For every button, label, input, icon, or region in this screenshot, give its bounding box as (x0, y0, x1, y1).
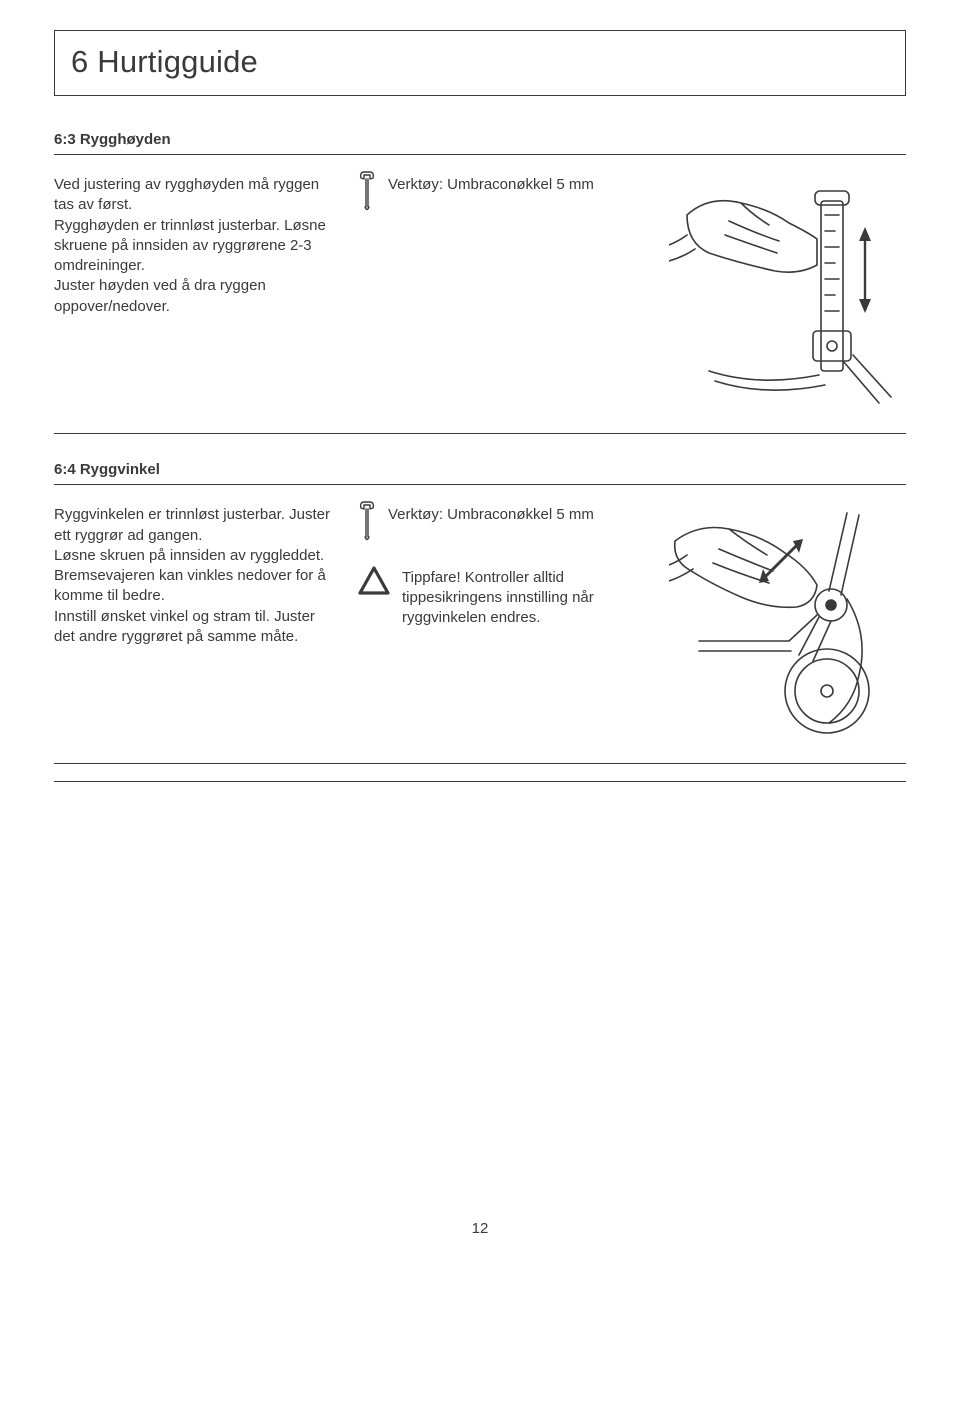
section-64-warning-text: Tippfare! Kontroller alltid tippesikring… (402, 568, 638, 629)
section-64-figure-col (662, 505, 906, 735)
section-64-warning-row: Tippfare! Kontroller alltid tippesikring… (358, 568, 638, 629)
page-number: 12 (54, 1219, 906, 1239)
section-64-tool-row: Verktøy: Umbraconøkkel 5 mm (358, 505, 638, 549)
section-63-figure-col (662, 175, 906, 405)
section-63-tool-text: Verktøy: Umbraconøkkel 5 mm (388, 175, 594, 195)
section-63-body-col: Ved justering av rygghøyden må ryggen ta… (54, 175, 334, 317)
figure-back-angle (669, 505, 899, 735)
bottom-divider-1 (54, 763, 906, 781)
section-63-mid-col: Verktøy: Umbraconøkkel 5 mm (358, 175, 638, 219)
section-heading-64: 6:4 Ryggvinkel (54, 460, 906, 485)
warning-triangle-icon (358, 566, 390, 602)
bottom-divider-2 (54, 781, 906, 799)
chapter-title: 6 Hurtigguide (71, 41, 889, 83)
wrench-icon (358, 499, 376, 549)
section-64-body: Ryggvinkelen er trinnløst justerbar. Jus… (54, 505, 334, 647)
section-heading-63: 6:3 Rygghøyden (54, 130, 906, 155)
figure-back-height (669, 175, 899, 405)
chapter-title-box: 6 Hurtigguide (54, 30, 906, 96)
section-63-tool-row: Verktøy: Umbraconøkkel 5 mm (358, 175, 638, 219)
section-64-body-col: Ryggvinkelen er trinnløst justerbar. Jus… (54, 505, 334, 647)
section-64-mid-col: Verktøy: Umbraconøkkel 5 mm Tippfare! Ko… (358, 505, 638, 628)
section-63-end-rule (54, 433, 906, 434)
section-63-row: Ved justering av rygghøyden må ryggen ta… (54, 175, 906, 405)
section-64-tool-text: Verktøy: Umbraconøkkel 5 mm (388, 505, 594, 525)
section-63-body: Ved justering av rygghøyden må ryggen ta… (54, 175, 334, 317)
wrench-icon (358, 169, 376, 219)
section-64-row: Ryggvinkelen er trinnløst justerbar. Jus… (54, 505, 906, 735)
